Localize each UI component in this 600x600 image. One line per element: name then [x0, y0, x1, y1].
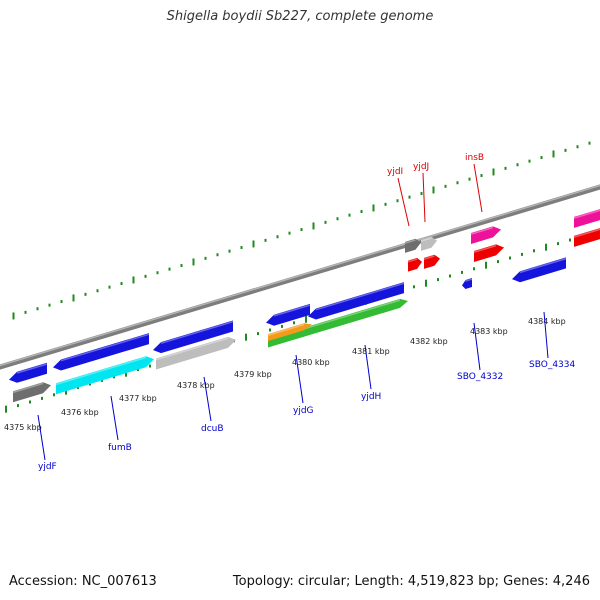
gene-shine	[60, 333, 150, 362]
gene-shine	[155, 337, 229, 361]
gene-yjdH-blue	[308, 282, 405, 320]
kbp-label: 4378 kbp	[177, 381, 215, 390]
kbp-label: 4384 kbp	[528, 317, 566, 326]
gene-body	[268, 298, 408, 348]
gene-shine	[573, 228, 600, 238]
gene-label-sbo_4334: SBO_4334	[529, 360, 575, 370]
gene-insB-pink	[470, 226, 501, 244]
gene-label-insb: insB	[465, 153, 484, 163]
gene-label-yjdg: yjdG	[293, 406, 314, 416]
gene-leader-line	[110, 395, 119, 441]
gene-yjdJ-red	[423, 254, 440, 269]
gene-insB-red	[473, 244, 504, 262]
gene-body	[266, 303, 310, 326]
gene-body	[474, 244, 504, 262]
gene-body	[9, 362, 47, 383]
gene-label-yjdf: yjdF	[38, 462, 57, 472]
gene-body	[153, 320, 233, 354]
gene-body	[471, 226, 501, 244]
gene-body	[53, 333, 149, 371]
gene-shine	[55, 356, 147, 386]
kbp-label: 4376 kbp	[61, 408, 99, 417]
gene-yjdI-red	[407, 257, 422, 272]
gene-shine	[420, 237, 432, 242]
gene-blue-left-edge	[9, 362, 48, 383]
gene-leader-line	[203, 376, 212, 422]
gene-label-dcub: dcuB	[201, 424, 224, 434]
gene-small-blue	[462, 278, 473, 289]
gene-shine	[473, 244, 497, 253]
gene-body	[574, 209, 600, 228]
gene-leader-line	[37, 414, 46, 461]
gene-body	[308, 282, 404, 320]
gene-shine	[16, 363, 48, 374]
gene-labels: yjdI yjdJ insB yjdF fumB dcuB yjdG yjdH SBO_4332…	[37, 153, 575, 472]
gene-edge-red	[573, 228, 600, 247]
gene-body	[13, 382, 51, 403]
gene-label-yjdi: yjdI	[387, 167, 403, 177]
gene-body	[574, 228, 600, 247]
genome-summary-text: Topology: circular; Length: 4,519,823 bp…	[232, 574, 590, 589]
gene-body	[512, 257, 566, 283]
gene-fumB-blue	[53, 333, 150, 371]
gene-label-yjdj: yjdJ	[413, 162, 429, 172]
gene-yjdG-orange	[267, 323, 312, 342]
gene-label-sbo_4332: SBO_4332	[457, 372, 503, 382]
kbp-label: 4380 kbp	[292, 358, 330, 367]
gene-shine	[519, 257, 567, 274]
gene-yjdG-blue	[266, 303, 311, 326]
kbp-label: 4383 kbp	[470, 327, 508, 336]
gene-shine	[160, 320, 234, 345]
gene-shine	[273, 304, 311, 317]
gene-leader-line	[397, 177, 410, 227]
gene-shine	[12, 382, 44, 394]
gene-yjdF-cds	[12, 382, 51, 403]
gene-shine	[267, 323, 305, 337]
gene-leader-line	[295, 354, 304, 404]
gene-edge-pink	[573, 209, 600, 228]
gene-leader-line	[473, 163, 483, 213]
gene-SBO_4334-blue	[512, 257, 567, 283]
gene-dcuB-cds	[155, 336, 236, 370]
gene-body	[268, 323, 312, 342]
page-title: Shigella boydii Sb227, complete genome	[166, 9, 434, 24]
genome-backbone	[0, 184, 600, 370]
gene-shine	[315, 282, 405, 311]
gene-yjdI-darkgray	[404, 238, 421, 253]
gene-label-fumb: fumB	[108, 443, 132, 453]
gene-fumB-cds	[55, 356, 154, 395]
backbone-line	[0, 184, 600, 370]
kbp-label: 4379 kbp	[234, 370, 272, 379]
gene-label-yjdh: yjdH	[361, 392, 381, 402]
gene-body	[405, 238, 421, 253]
gene-dcuB-blue	[153, 320, 234, 354]
kbp-labels: 4375 kbp 4376 kbp 4377 kbp 4378 kbp 4379 kbp…	[4, 317, 566, 432]
gene-leader-line	[364, 344, 372, 390]
gene-yjdJ-gray	[420, 236, 437, 251]
gene-body	[156, 336, 236, 370]
gene-body	[424, 254, 440, 269]
gene-shine	[404, 239, 416, 244]
gene-body	[421, 236, 437, 251]
gene-leader-line	[543, 311, 549, 359]
gene-body	[56, 356, 154, 395]
kbp-label: 4377 kbp	[119, 394, 157, 403]
genes	[9, 209, 600, 403]
gene-leader-line	[422, 172, 426, 223]
gene-shine	[470, 226, 494, 235]
kbp-label: 4375 kbp	[4, 423, 42, 432]
gene-shine	[423, 255, 435, 260]
gene-body	[462, 278, 472, 289]
accession-text: Accession: NC_007613	[9, 574, 157, 589]
gene-leader-line	[473, 322, 481, 371]
backbone-highlight	[0, 184, 600, 367]
kbp-label: 4381 kbp	[352, 347, 390, 356]
gene-shine	[407, 258, 418, 263]
gene-body	[408, 257, 422, 272]
kbp-label: 4382 kbp	[410, 337, 448, 346]
gene-shine	[465, 278, 473, 282]
gene-shine	[573, 209, 600, 219]
